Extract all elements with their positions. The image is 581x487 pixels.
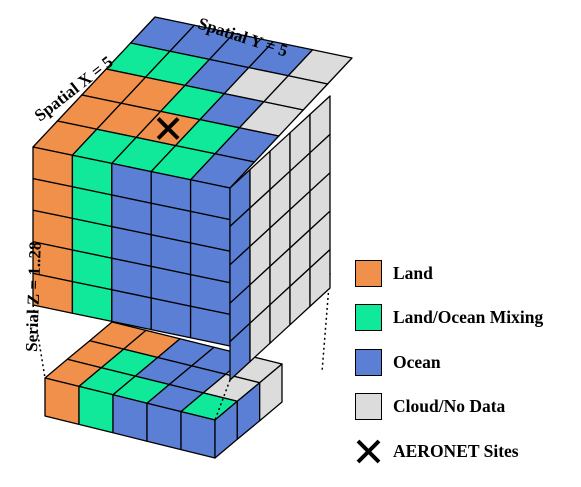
legend-label-ocean: Ocean <box>393 351 441 372</box>
legend-item-cloud-no-data: Cloud/No Data <box>355 392 579 422</box>
land-swatch <box>355 259 382 287</box>
legend-item-land: Land <box>355 258 579 288</box>
slab-front-cell-mixing <box>78 385 114 434</box>
upper-cube-block <box>32 16 353 381</box>
aeronet-site-x-icon <box>156 117 180 140</box>
legend-label-land: Land <box>393 262 433 283</box>
legend: Land Land/Ocean Mixing Ocean Cloud/No Da… <box>355 258 579 481</box>
x-mark-icon <box>356 439 381 463</box>
mixing-swatch <box>355 304 382 331</box>
serial-z-label: Serial Z = 1..28 <box>22 241 45 352</box>
slab-front-cell-ocean <box>112 394 148 442</box>
bottom-slab <box>44 321 283 459</box>
slab-front-cell-land <box>44 377 80 426</box>
legend-label-land-ocean-mixing: Land/Ocean Mixing <box>393 307 544 327</box>
ocean-swatch <box>355 348 382 376</box>
legend-item-aeronet-sites: AERONET Sites <box>355 436 579 466</box>
legend-label-cloud-no-data: Cloud/No Data <box>393 396 506 416</box>
cloud-swatch <box>355 393 382 420</box>
slab-front-cell-ocean <box>180 410 216 459</box>
slab-front-cell-ocean <box>146 402 182 451</box>
side-cell-cloud <box>309 248 331 308</box>
legend-item-ocean: Ocean <box>355 347 579 377</box>
legend-item-land-ocean-mixing: Land/Ocean Mixing <box>355 303 579 333</box>
slab-side-cell-cloud <box>259 363 283 422</box>
legend-label-aeronet-sites: AERONET Sites <box>393 440 519 461</box>
